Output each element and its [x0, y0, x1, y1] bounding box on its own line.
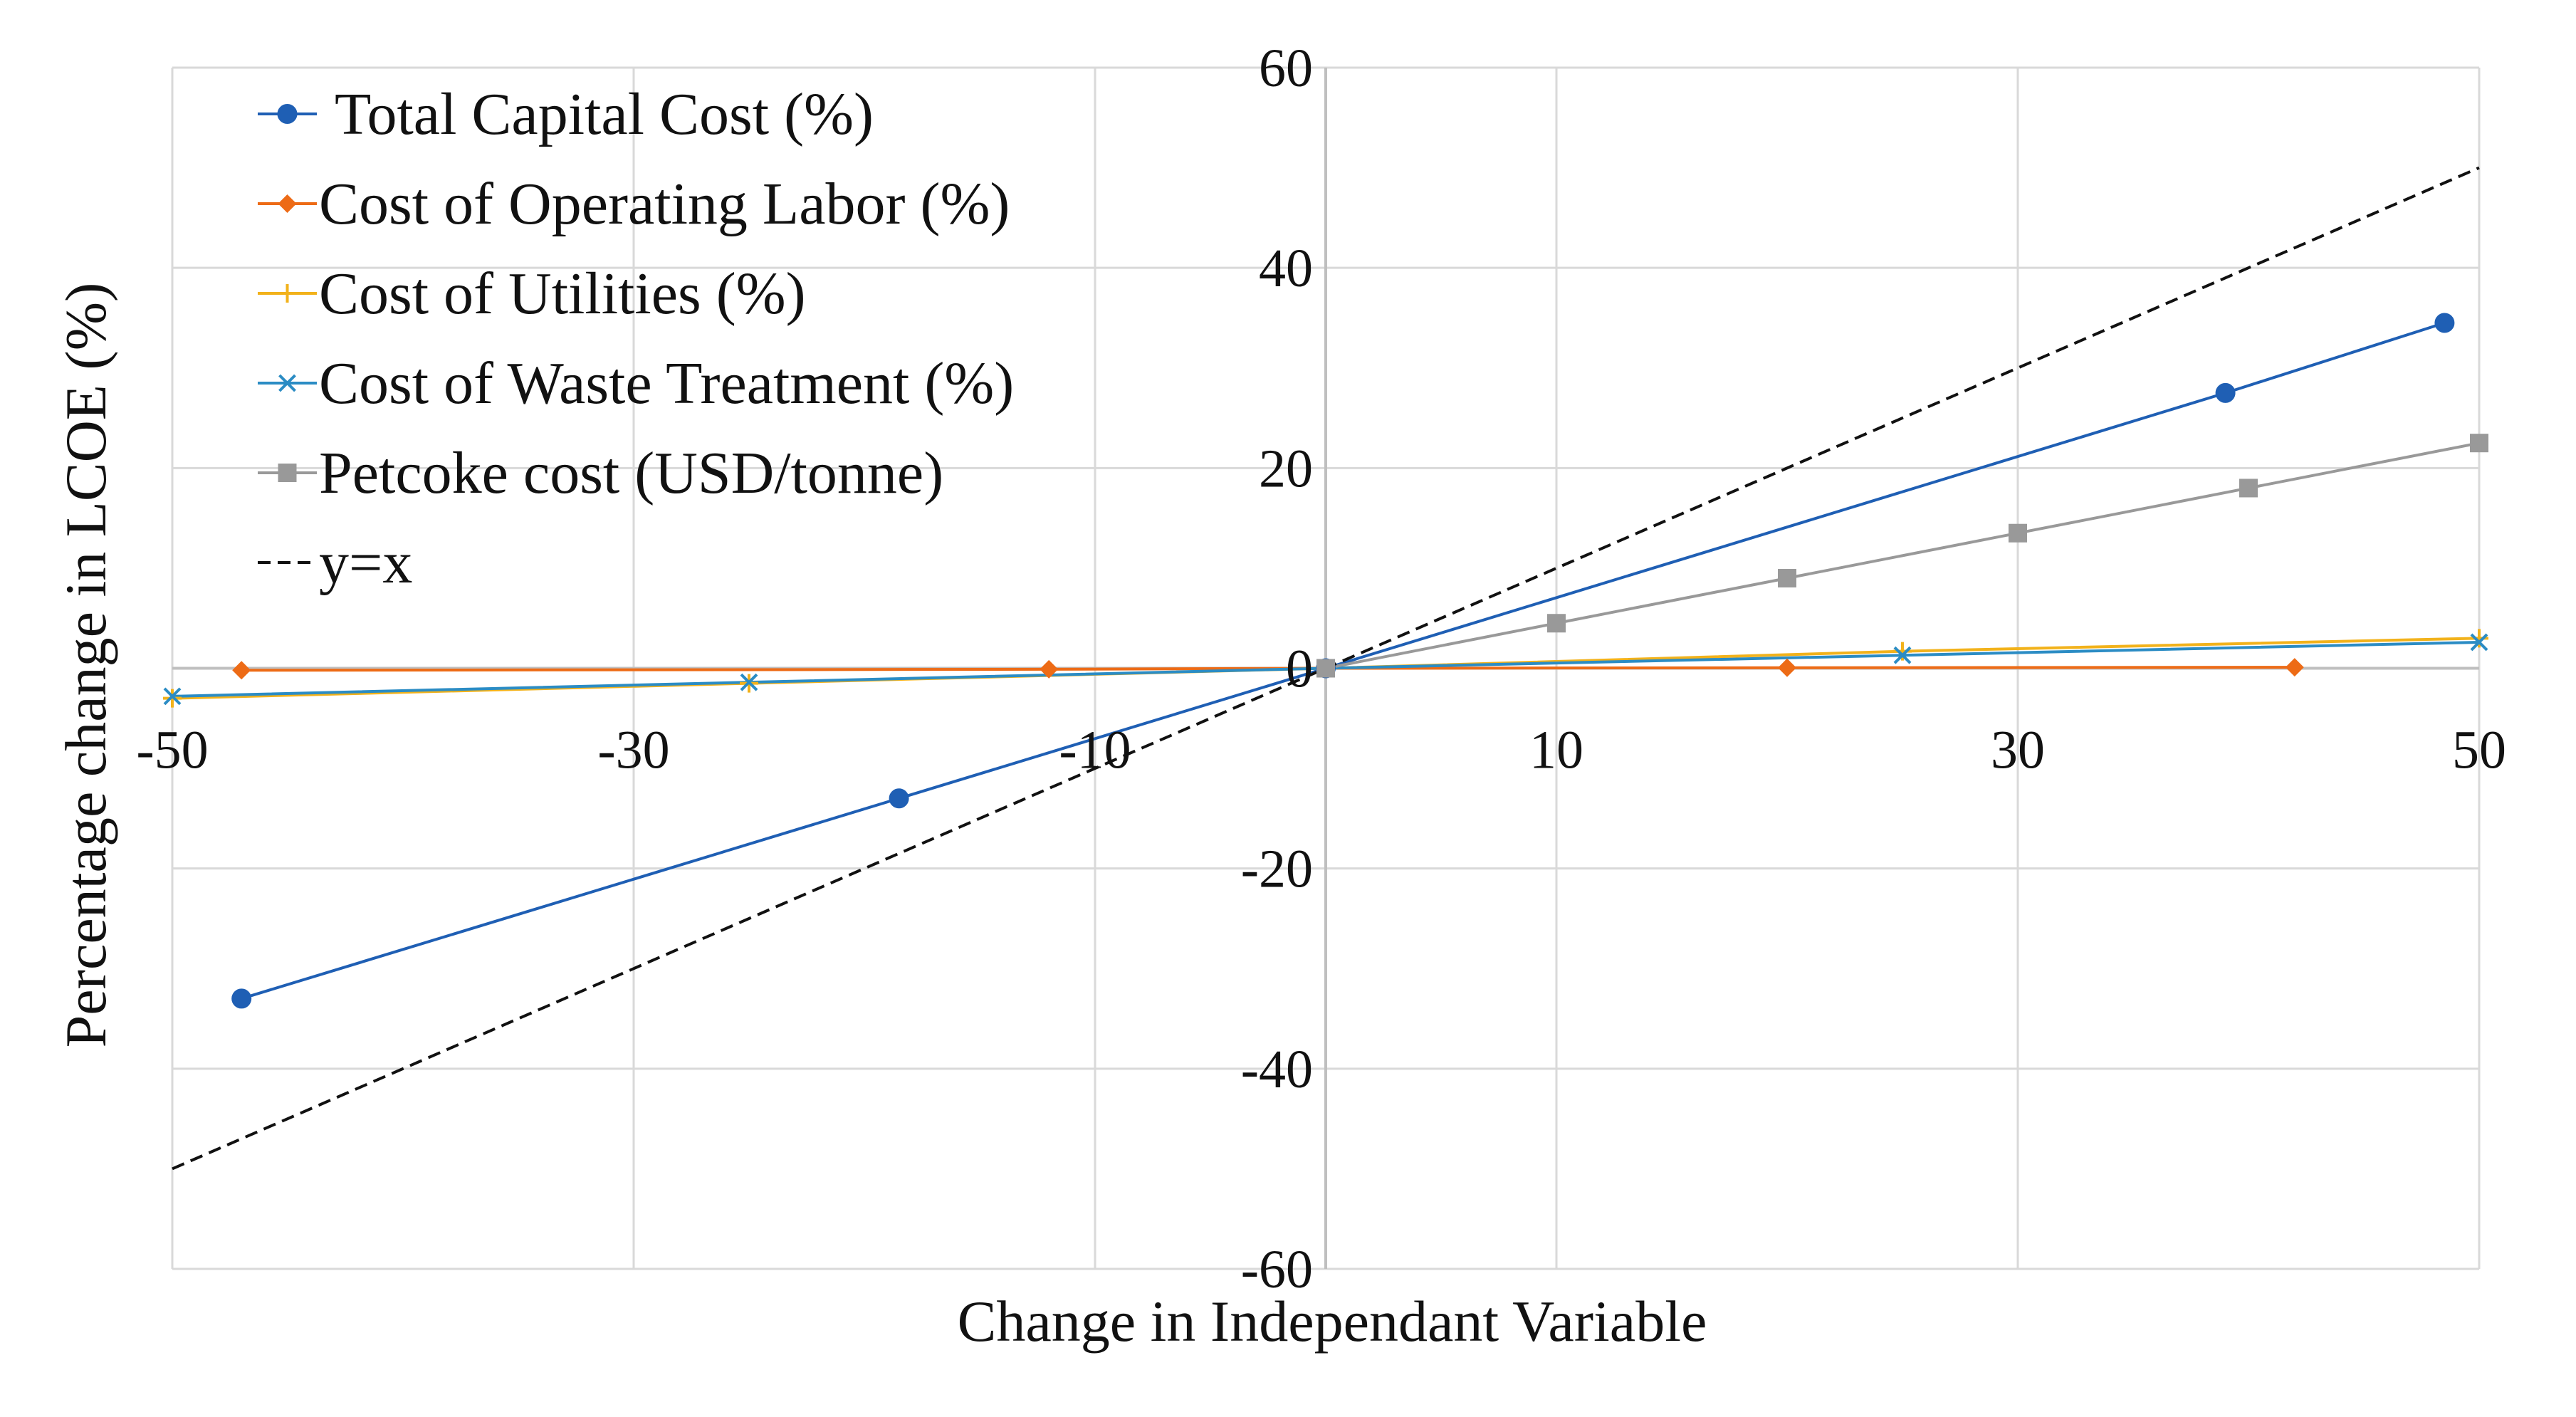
legend-label: Cost of Waste Treatment (%): [319, 350, 1014, 417]
legend-label: Cost of Operating Labor (%): [319, 171, 1010, 237]
legend: Total Capital Cost (%) Cost of Operating …: [258, 81, 1014, 596]
data-point-3: [163, 687, 182, 706]
y-tick-label: 60: [1259, 38, 1313, 98]
data-point-0: [2434, 313, 2455, 333]
x-tick-label: -30: [597, 721, 669, 780]
legend-marker: [277, 104, 298, 124]
y-tick-label: -20: [1241, 840, 1313, 899]
x-tick-label: -50: [136, 721, 208, 780]
legend-label: Cost of Utilities (%): [319, 261, 806, 327]
legend-label: Total Capital Cost (%): [335, 81, 874, 147]
legend-item: Total Capital Cost (%): [258, 81, 874, 147]
data-point-4: [1316, 659, 1335, 678]
y-tick-label: 40: [1259, 239, 1313, 298]
legend-marker: [278, 284, 297, 303]
x-tick-label: 10: [1529, 721, 1583, 780]
data-point-0: [2215, 382, 2236, 403]
series-markers: [163, 313, 2488, 1009]
data-point-3: [1893, 646, 1912, 664]
data-point-2: [2470, 629, 2488, 648]
data-point-2: [1893, 642, 1912, 661]
x-axis-title: Change in Independant Variable: [958, 1289, 1707, 1354]
legend-item: Petcoke cost (USD/tonne): [258, 440, 943, 506]
legend-item: y=x: [258, 530, 412, 596]
y-tick-label: 0: [1286, 639, 1313, 699]
data-point-1: [2285, 658, 2304, 677]
data-point-4: [2470, 434, 2488, 453]
legend-item: Cost of Operating Labor (%): [258, 171, 1010, 237]
y-tick-label: -40: [1241, 1040, 1313, 1099]
legend-item: Cost of Waste Treatment (%): [258, 350, 1014, 417]
x-tick-label: -10: [1059, 721, 1131, 780]
legend-marker: [278, 464, 297, 482]
x-tick-label: 30: [1991, 721, 2045, 780]
legend-marker: [278, 194, 297, 213]
x-tick-label: 50: [2452, 721, 2506, 780]
data-point-4: [2239, 479, 2258, 498]
data-point-1: [1040, 659, 1059, 679]
legend-label: Petcoke cost (USD/tonne): [319, 440, 943, 506]
data-point-4: [1547, 614, 1566, 633]
data-point-3: [2470, 633, 2488, 652]
legend-marker: [278, 374, 296, 392]
data-point-1: [232, 661, 251, 680]
data-point-4: [2009, 523, 2027, 543]
data-point-0: [231, 988, 252, 1009]
y-axis-title: Percentage change in LCOE (%): [53, 283, 118, 1048]
y-tick-label: -60: [1241, 1240, 1313, 1300]
tick-labels: -50 -30 -10 10 30 50 60 40 20 0 -20 -40 -60: [136, 38, 2506, 1300]
series-line-4: [1325, 441, 2480, 670]
legend-item: Cost of Utilities (%): [258, 261, 806, 327]
data-point-4: [1778, 568, 1796, 587]
y-tick-label: 20: [1259, 439, 1313, 498]
data-point-3: [740, 673, 758, 691]
data-point-0: [889, 788, 909, 809]
legend-label: y=x: [319, 530, 412, 596]
data-point-1: [1778, 658, 1796, 677]
